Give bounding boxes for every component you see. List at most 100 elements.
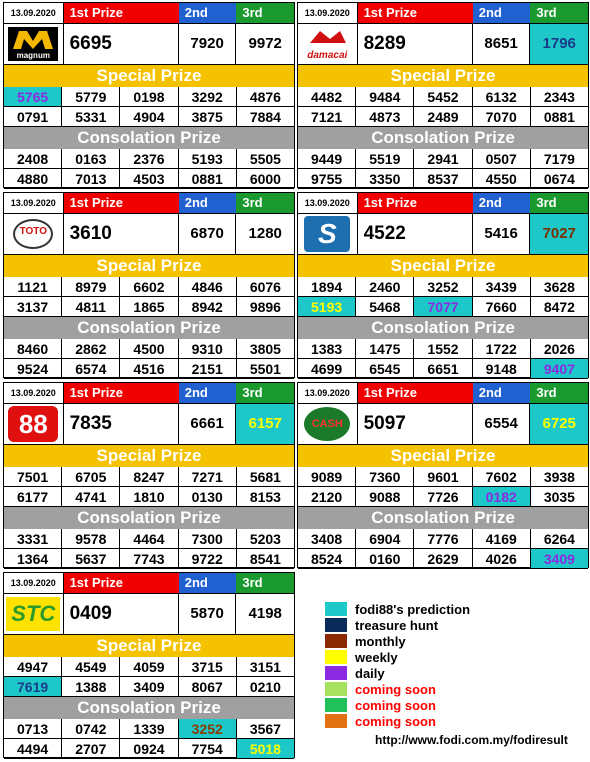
consolation-number: 9310 — [178, 339, 237, 359]
special-number: 1121 — [4, 277, 63, 297]
result-block: 13.09.2020 1st Prize 2nd 3rd damacai 8289 8651… — [297, 2, 589, 189]
result-block: 13.09.2020 1st Prize 2nd 3rd 88 7835 6661 6157 S… — [3, 382, 295, 569]
legend-label: monthly — [355, 633, 406, 649]
special-number: 9896 — [236, 297, 295, 317]
consolation-number: 3805 — [236, 339, 295, 359]
special-row: 4947 4549 4059 3715 3151 — [4, 657, 295, 677]
special-number: 4846 — [178, 277, 237, 297]
special-row: 5193 5468 7077 7660 8472 — [298, 297, 589, 317]
consolation-number: 3567 — [236, 719, 295, 739]
consolation-number: 6000 — [236, 169, 295, 189]
second-prize-label: 2nd — [178, 383, 237, 403]
consolation-number: 8460 — [4, 339, 63, 359]
special-number: 5452 — [414, 87, 473, 107]
consolation-number: 3252 — [178, 719, 237, 739]
consolation-row: 8460 2862 4500 9310 3805 — [4, 339, 295, 359]
legend-item: treasure hunt — [325, 617, 575, 633]
special-number: 6076 — [236, 277, 295, 297]
special-number: 6132 — [472, 87, 531, 107]
special-number: 4876 — [236, 87, 295, 107]
consolation-number: 7179 — [530, 149, 589, 169]
consolation-number: 2151 — [178, 359, 237, 379]
damacai-logo-text: damacai — [307, 50, 348, 61]
consolation-number: 6904 — [356, 529, 415, 549]
special-number: 3439 — [472, 277, 531, 297]
consolation-prize-header: Consolation Prize — [4, 127, 294, 149]
special-number: 3151 — [236, 657, 295, 677]
third-prize-label: 3rd — [530, 383, 588, 403]
consolation-number: 2707 — [62, 739, 121, 759]
block-header: 13.09.2020 1st Prize 2nd 3rd — [298, 3, 588, 23]
consolation-number: 7743 — [120, 549, 179, 569]
top-prizes: CASH 5097 6554 6725 — [298, 403, 588, 445]
consolation-number: 4550 — [472, 169, 531, 189]
first-prize-value: 6695 — [64, 24, 179, 64]
logo-box: STC — [4, 594, 64, 634]
consolation-number: 2026 — [530, 339, 589, 359]
consolation-number: 4500 — [120, 339, 179, 359]
legend-swatch — [325, 714, 347, 728]
logo-box: 88 — [4, 404, 64, 444]
special-number: 3137 — [4, 297, 63, 317]
second-prize-value: 8651 — [473, 24, 531, 64]
magnum-logo-text: magnum — [16, 51, 50, 60]
special-number: 2460 — [356, 277, 415, 297]
consolation-row: 3331 9578 4464 7300 5203 — [4, 529, 295, 549]
legend-swatch — [325, 682, 347, 696]
special-number: 5468 — [356, 297, 415, 317]
consolation-row: 3408 6904 7776 4169 6264 — [298, 529, 589, 549]
first-prize-value: 8289 — [358, 24, 473, 64]
consolation-prize-header: Consolation Prize — [298, 317, 588, 339]
special-number: 7121 — [298, 107, 357, 127]
special-number: 7660 — [472, 297, 531, 317]
draw-date: 13.09.2020 — [4, 3, 64, 23]
fodi-result-link[interactable]: http://www.fodi.com.my/fodiresult — [375, 733, 568, 747]
special-row: 6177 4741 1810 0130 8153 — [4, 487, 295, 507]
consolation-number: 4169 — [472, 529, 531, 549]
first-prize-value: 3610 — [64, 214, 179, 254]
special-number: 0130 — [178, 487, 237, 507]
top-prizes: magnum 6695 7920 9972 — [4, 23, 294, 65]
legend-swatch — [325, 634, 347, 648]
consolation-number: 0881 — [178, 169, 237, 189]
consolation-number: 2629 — [414, 549, 473, 569]
special-row: 4482 9484 5452 6132 2343 — [298, 87, 589, 107]
third-prize-value: 1796 — [530, 24, 588, 64]
consolation-number: 2408 — [4, 149, 63, 169]
legend-swatch — [325, 618, 347, 632]
consolation-number: 8541 — [236, 549, 295, 569]
legend-label: fodi88's prediction — [355, 601, 471, 617]
special-number: 1388 — [62, 677, 121, 697]
magnum-logo: magnum — [8, 27, 59, 61]
consolation-number: 8524 — [298, 549, 357, 569]
special-number: 7884 — [236, 107, 295, 127]
consolation-number: 1383 — [298, 339, 357, 359]
legend-swatch — [325, 602, 347, 616]
special-row: 1894 2460 3252 3439 3628 — [298, 277, 589, 297]
third-prize-value: 1280 — [248, 225, 282, 242]
special-row: 1121 8979 6602 4846 6076 — [4, 277, 295, 297]
special-number: 4904 — [120, 107, 179, 127]
logo-box: TOTO — [4, 214, 64, 254]
first-prize-label: 1st Prize — [357, 193, 473, 213]
special-number: 3628 — [530, 277, 589, 297]
consolation-number: 1364 — [4, 549, 63, 569]
draw-date: 13.09.2020 — [298, 383, 358, 403]
consolation-number: 1339 — [120, 719, 179, 739]
special-number: 4059 — [120, 657, 179, 677]
third-prize-value: 7027 — [530, 214, 588, 254]
third-prize-label: 3rd — [530, 193, 588, 213]
third-prize-value: 6725 — [530, 404, 588, 444]
consolation-number: 3408 — [298, 529, 357, 549]
special-number: 4482 — [298, 87, 357, 107]
first-prize-label: 1st Prize — [63, 193, 179, 213]
consolation-row: 4699 6545 6651 9148 9407 — [298, 359, 589, 379]
consolation-number: 5519 — [356, 149, 415, 169]
special-prize-header: Special Prize — [298, 255, 588, 277]
legend-item: monthly — [325, 633, 575, 649]
special-row: 2120 9088 7726 0182 3035 — [298, 487, 589, 507]
legend-label: coming soon — [355, 697, 436, 713]
result-block: 13.09.2020 1st Prize 2nd 3rd STC 0409 5870 4198… — [3, 572, 295, 759]
consolation-number: 7300 — [178, 529, 237, 549]
consolation-number: 0713 — [4, 719, 63, 739]
